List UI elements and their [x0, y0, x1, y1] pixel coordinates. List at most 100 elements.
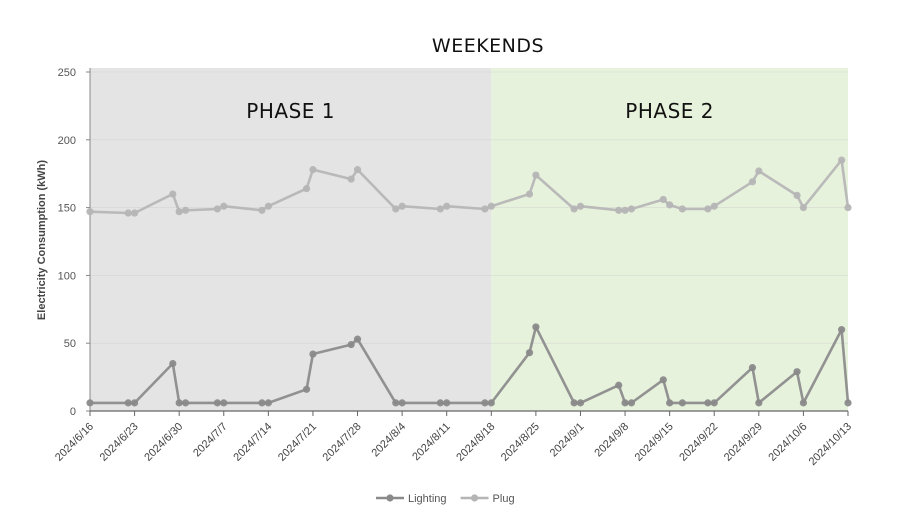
data-point-plug-11: [302, 185, 311, 193]
data-point-lighting-18: [443, 399, 451, 407]
data-point-lighting-32: [710, 399, 718, 407]
data-point-lighting-37: [838, 326, 846, 334]
y-tick-label-200: 200: [58, 135, 76, 147]
data-point-plug-7: [213, 205, 221, 213]
data-point-lighting-36: [799, 399, 808, 407]
series-lighting: [86, 323, 852, 407]
data-point-plug-6: [181, 206, 190, 214]
data-point-plug-30: [678, 205, 686, 213]
data-point-lighting-25: [615, 381, 623, 389]
data-point-lighting-8: [220, 399, 228, 407]
data-point-plug-23: [570, 205, 578, 213]
x-tick-label-18: 2024/10/13: [807, 421, 854, 468]
data-point-plug-10: [264, 202, 272, 210]
legend-label-plug: Plug: [493, 493, 515, 505]
data-point-plug-33: [748, 178, 757, 186]
data-point-lighting-31: [704, 399, 712, 407]
phase-label-1: PHASE 1: [246, 99, 335, 123]
data-point-lighting-6: [181, 399, 190, 407]
x-tick-label-11: 2024/8/25: [499, 421, 542, 464]
data-point-lighting-7: [213, 399, 221, 407]
x-tick-label-6: 2024/7/21: [276, 421, 319, 464]
legend-label-lighting: Lighting: [408, 493, 447, 505]
series-layer: [86, 156, 852, 407]
data-point-plug-26: [621, 206, 629, 214]
data-point-plug-9: [258, 206, 266, 214]
data-point-plug-15: [392, 205, 400, 213]
x-tick-label-1: 2024/6/16: [53, 421, 96, 464]
x-tick-label-10: 2024/8/18: [454, 421, 497, 464]
data-point-lighting-14: [353, 335, 362, 343]
data-point-lighting-10: [264, 399, 272, 407]
data-point-plug-27: [627, 205, 636, 213]
y-tick-label-150: 150: [58, 203, 76, 215]
data-point-plug-34: [755, 167, 763, 175]
data-point-lighting-28: [659, 376, 667, 384]
data-point-plug-32: [710, 202, 718, 210]
data-point-plug-35: [793, 191, 801, 199]
data-point-plug-21: [525, 190, 534, 198]
data-point-plug-17: [436, 205, 444, 213]
x-tick-label-16: 2024/9/29: [722, 421, 765, 464]
data-point-lighting-17: [436, 399, 444, 407]
data-point-lighting-22: [532, 323, 540, 331]
phase-band-1: [90, 68, 492, 411]
data-point-plug-22: [532, 171, 540, 179]
data-point-lighting-9: [258, 399, 266, 407]
y-axis-label: Electricity Consumption (kWh): [36, 160, 48, 320]
data-point-lighting-16: [398, 399, 406, 407]
data-point-lighting-1: [86, 399, 94, 407]
data-point-lighting-15: [392, 399, 400, 407]
data-point-plug-14: [353, 166, 362, 174]
data-point-plug-31: [704, 205, 712, 213]
data-point-lighting-2: [124, 399, 132, 407]
data-point-plug-25: [615, 206, 623, 214]
series-plug: [86, 156, 852, 217]
data-point-plug-24: [576, 202, 585, 210]
data-point-plug-8: [220, 202, 228, 210]
data-point-lighting-20: [487, 399, 495, 407]
data-point-plug-2: [124, 209, 132, 217]
data-point-lighting-38: [844, 399, 852, 407]
y-tick-label-250: 250: [58, 67, 76, 79]
data-point-plug-20: [487, 202, 495, 210]
data-point-plug-38: [844, 204, 852, 212]
phase-label-2: PHASE 2: [625, 99, 714, 123]
x-tick-label-15: 2024/9/22: [677, 421, 720, 464]
data-point-plug-16: [398, 202, 406, 210]
chart-title: WEEKENDS: [432, 35, 544, 57]
data-point-plug-37: [838, 156, 846, 164]
data-point-plug-36: [799, 204, 808, 212]
data-point-lighting-29: [666, 399, 674, 407]
x-tick-label-14: 2024/9/15: [633, 421, 676, 464]
data-point-plug-1: [86, 208, 94, 216]
data-point-lighting-3: [130, 399, 139, 407]
data-point-lighting-24: [576, 399, 585, 407]
data-point-lighting-26: [621, 399, 629, 407]
x-tick-label-13: 2024/9/8: [592, 421, 631, 460]
x-tick-label-9: 2024/8/11: [410, 421, 453, 464]
y-tick-label-0: 0: [70, 406, 76, 418]
data-point-plug-12: [309, 166, 317, 174]
axes: [86, 68, 849, 416]
x-tick-label-7: 2024/7/28: [321, 421, 364, 464]
data-point-plug-13: [347, 175, 355, 183]
data-point-lighting-12: [309, 350, 317, 358]
x-tick-label-12: 2024/9/1: [548, 421, 587, 460]
data-point-plug-3: [130, 209, 139, 217]
data-point-plug-18: [443, 202, 451, 210]
data-point-lighting-33: [748, 364, 757, 372]
data-point-plug-4: [169, 190, 177, 198]
data-point-lighting-11: [302, 385, 311, 393]
x-tick-labels: 2024/6/16 2024/6/23 2024/6/30 2024/7/7 2024/…: [53, 421, 854, 468]
data-point-lighting-19: [481, 399, 489, 407]
data-point-lighting-27: [627, 399, 636, 407]
data-point-lighting-23: [570, 399, 578, 407]
phase-labels: PHASE 1 PHASE 2: [246, 99, 714, 123]
x-tick-label-5: 2024/7/14: [231, 421, 274, 464]
data-point-lighting-35: [793, 368, 801, 376]
legend-marker-lighting: [386, 494, 394, 502]
x-tick-label-8: 2024/8/4: [369, 421, 408, 460]
data-point-lighting-34: [755, 399, 763, 407]
